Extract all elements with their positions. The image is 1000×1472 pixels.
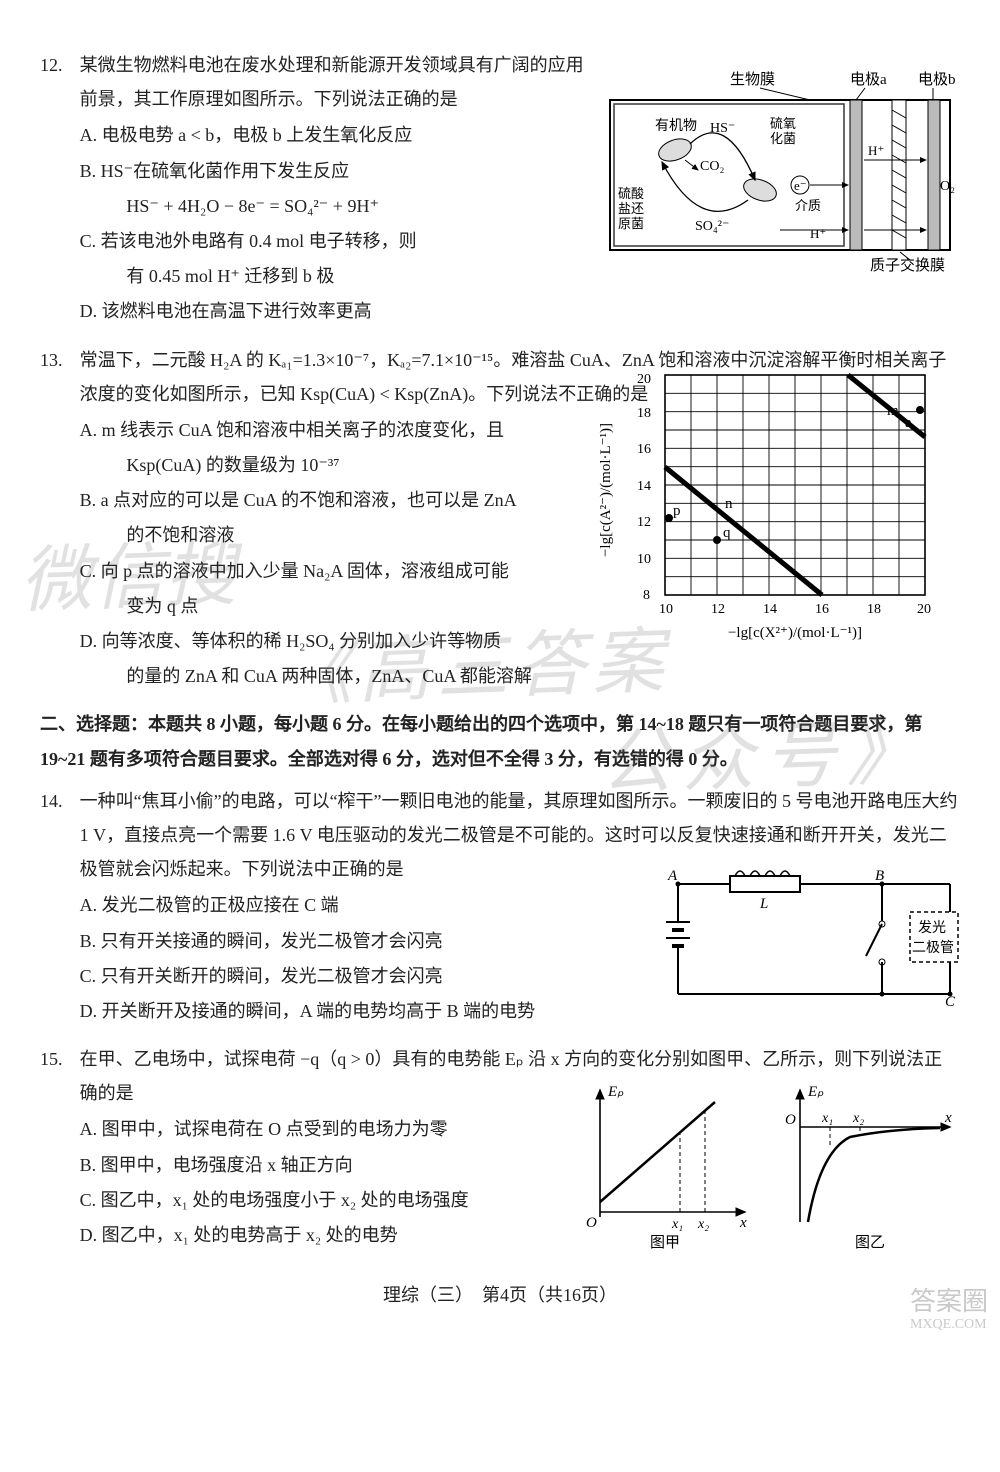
option-c-2: 有 0.45 mol H⁺ 迁移到 b 极 — [80, 259, 600, 293]
svg-text:10: 10 — [659, 602, 673, 617]
svg-text:12: 12 — [711, 602, 725, 617]
x2-1: x₂ — [697, 1217, 709, 1232]
figure-q15: Eₚ O x x₁ x₂ 图甲 Eₚ O x — [570, 1082, 960, 1252]
label-elec-b: 电极b — [918, 71, 956, 88]
question-15: 15.在甲、乙电场中，试探电荷 −q（q > 0）具有的电势能 Eₚ 沿 x 方… — [40, 1042, 960, 1252]
corner-wm-2: MXQE.COM — [910, 1317, 988, 1332]
ep-label-1: Eₚ — [607, 1084, 624, 1100]
o-label-2: O — [785, 1112, 796, 1128]
node-b: B — [875, 868, 884, 884]
x1-2: x₁ — [821, 1111, 833, 1126]
label-bio-membrane: 生物膜 — [730, 71, 775, 88]
pt-m: m — [887, 403, 899, 419]
option-a-2: Ksp(CuA) 的数量级为 10⁻³⁷ — [80, 448, 640, 482]
label-organic: 有机物 — [655, 118, 697, 134]
label-hs: HS⁻ — [710, 121, 735, 136]
label-co2: CO₂ — [700, 159, 724, 174]
svg-text:18: 18 — [867, 602, 881, 617]
pt-a: a — [905, 415, 912, 431]
label-hplus1: H⁺ — [868, 143, 884, 158]
option-a: A. m 线表示 CuA 饱和溶液中相关离子的浓度变化，且 — [80, 413, 640, 447]
label-pem: 质子交换膜 — [870, 256, 945, 274]
figure-q13: p q n a m 10 12 14 16 18 20 8 10 12 14 1… — [580, 365, 960, 645]
option-c-2: 变为 q 点 — [80, 589, 640, 623]
option-a: A. 电极电势 a < b，电极 b 上发生氧化反应 — [80, 118, 600, 152]
page-footer: 理综（三） 第4页（共16页） — [40, 1278, 960, 1312]
svg-text:18: 18 — [637, 406, 651, 421]
label-so4: SO₄²⁻ — [695, 219, 729, 234]
x-label-2: x — [944, 1110, 952, 1126]
question-number: 15. — [40, 1042, 80, 1076]
figure-q14: A B C L 发光 二极管 — [660, 864, 960, 1014]
svg-text:16: 16 — [637, 442, 651, 457]
section-2-header: 二、选择题：本题共 8 小题，每小题 6 分。在每小题给出的四个选项中，第 14… — [40, 707, 960, 775]
ep-label-2: Eₚ — [807, 1084, 824, 1100]
option-c: C. 向 p 点的溶液中加入少量 Na₂A 固体，溶液组成可能 — [80, 554, 640, 588]
stem-text: 某微生物燃料电池在废水处理和新能源开发领域具有广阔的应用前景，其工作原理如图所示… — [80, 55, 584, 109]
question-12: 12.某微生物燃料电池在废水处理和新能源开发领域具有广阔的应用前景，其工作原理如… — [40, 48, 960, 329]
svg-text:14: 14 — [763, 602, 777, 617]
figure-q12: 生物膜 电极a 电极b — [600, 70, 960, 280]
node-a: A — [667, 868, 678, 884]
label-bact2a: 硫氧 — [770, 116, 796, 131]
ylabel: −lg[c(A²⁻)/(mol·L⁻¹)] — [598, 422, 614, 556]
label-medium: 介质 — [795, 198, 821, 213]
led-l1: 发光 — [918, 920, 946, 936]
svg-text:14: 14 — [637, 479, 651, 494]
label-bact1a: 硫酸 — [618, 186, 644, 201]
label-hplus2: H⁺ — [810, 226, 826, 241]
option-d: D. 开关断开及接通的瞬间，A 端的电势均高于 B 端的电势 — [80, 994, 680, 1028]
pt-q: q — [723, 525, 731, 541]
svg-text:12: 12 — [637, 515, 651, 530]
option-a: A. 图甲中，试探电荷在 O 点受到的电场力为零 — [80, 1112, 590, 1146]
led-l2: 二极管 — [912, 940, 954, 956]
label-e: e⁻ — [794, 178, 807, 193]
o-label-1: O — [586, 1215, 597, 1231]
option-c: C. 图乙中，x₁ 处的电场强度小于 x₂ 处的电场强度 — [80, 1183, 590, 1217]
caption-2: 图乙 — [855, 1234, 885, 1251]
option-c: C. 只有开关断开的瞬间，发光二极管才会闪亮 — [80, 959, 680, 993]
option-d: D. 图乙中，x₁ 处的电势高于 x₂ 处的电势 — [80, 1218, 590, 1252]
option-b-2: 的不饱和溶液 — [80, 518, 640, 552]
option-b: B. HS⁻在硫氧化菌作用下发生反应 — [80, 154, 600, 188]
svg-text:16: 16 — [815, 602, 829, 617]
svg-text:20: 20 — [917, 602, 931, 617]
option-d: D. 向等浓度、等体积的稀 H₂SO₄ 分别加入少许等物质 — [80, 624, 640, 658]
pt-p: p — [673, 503, 681, 519]
label-bact1c: 原菌 — [618, 216, 644, 231]
label-elec-a: 电极a — [850, 71, 887, 88]
question-number: 12. — [40, 48, 80, 82]
stem: 12.某微生物燃料电池在废水处理和新能源开发领域具有广阔的应用前景，其工作原理如… — [40, 48, 600, 116]
x2-2: x₂ — [852, 1111, 864, 1126]
label-bact1b: 盐还 — [618, 201, 644, 216]
x-label-1: x — [739, 1215, 747, 1231]
svg-text:20: 20 — [637, 372, 651, 387]
pt-n: n — [725, 496, 733, 512]
question-number: 13. — [40, 343, 80, 377]
option-b-eq: HS⁻ + 4H₂O − 8e⁻ = SO₄²⁻ + 9H⁺ — [80, 189, 600, 223]
caption-1: 图甲 — [650, 1234, 680, 1251]
option-b: B. 只有开关接通的瞬间，发光二极管才会闪亮 — [80, 924, 680, 958]
xlabel: −lg[c(X²⁺)/(mol·L⁻¹)] — [728, 625, 862, 641]
svg-text:10: 10 — [637, 552, 651, 567]
svg-text:8: 8 — [643, 588, 650, 603]
option-b: B. 图甲中，电场强度沿 x 轴正方向 — [80, 1148, 590, 1182]
label-o2: O₂ — [940, 179, 955, 194]
option-d-2: 的量的 ZnA 和 CuA 两种固体，ZnA、CuA 都能溶解 — [80, 659, 640, 693]
corner-watermark: 答案圈 MXQE.COM — [910, 1288, 988, 1332]
question-14: 14.一种叫“焦耳小偷”的电路，可以“榨干”一颗旧电池的能量，其原理如图所示。一… — [40, 784, 960, 1028]
label-bact2b: 化菌 — [770, 131, 796, 146]
corner-wm-1: 答案圈 — [910, 1288, 988, 1317]
option-c: C. 若该电池外电路有 0.4 mol 电子转移，则 — [80, 224, 600, 258]
option-b: B. a 点对应的可以是 CuA 的不饱和溶液，也可以是 ZnA — [80, 483, 640, 517]
option-d: D. 该燃料电池在高温下进行效率更高 — [80, 294, 600, 328]
label-l: L — [759, 896, 768, 912]
question-13: 13.常温下，二元酸 H₂A 的 Kₐ₁=1.3×10⁻⁷，Kₐ₂=7.1×10… — [40, 343, 960, 694]
question-number: 14. — [40, 784, 80, 818]
x1-1: x₁ — [671, 1217, 683, 1232]
option-a: A. 发光二极管的正极应接在 C 端 — [80, 888, 680, 922]
